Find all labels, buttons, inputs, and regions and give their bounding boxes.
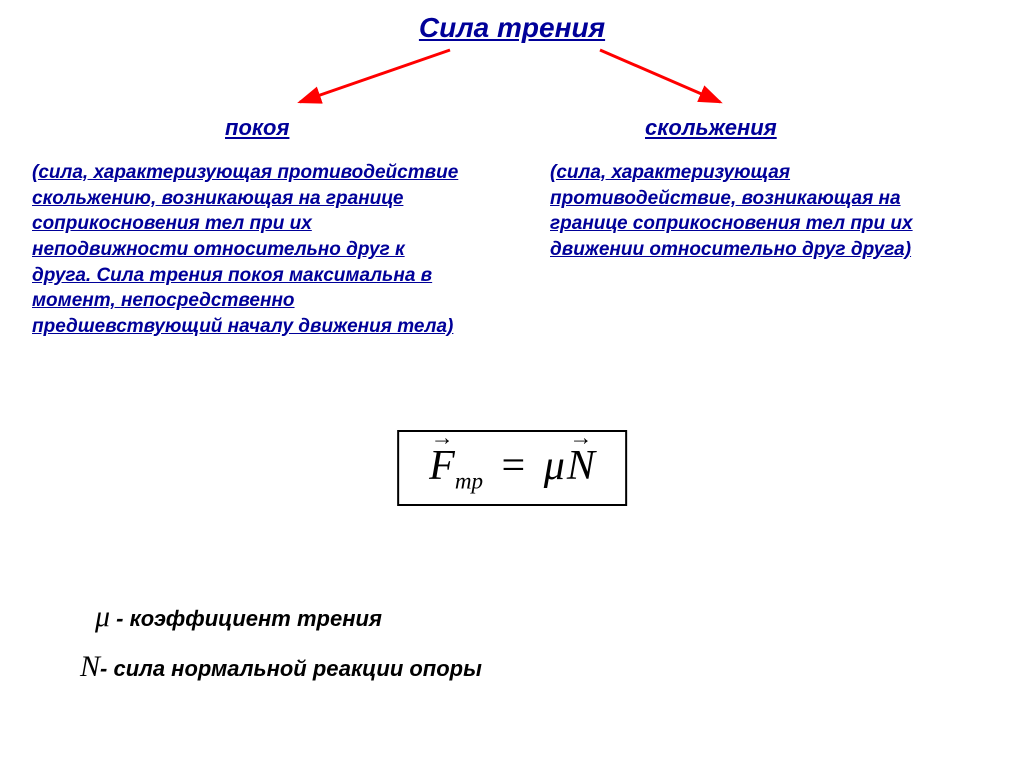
- arrow-right-line: [600, 50, 720, 102]
- legend-mu-symbol: μ: [95, 600, 110, 633]
- desc-right: (сила, характеризующая противодействие, …: [550, 160, 980, 263]
- formula-equals: =: [494, 443, 534, 489]
- arrow-left-line: [300, 50, 450, 102]
- formula-N: → N: [567, 442, 595, 490]
- subheading-right: скольжения: [645, 115, 777, 141]
- page-title: Сила трения: [419, 12, 605, 44]
- formula-F-sub: тр: [455, 467, 483, 493]
- formula-box: → F тр = μ → N: [397, 430, 627, 506]
- formula-mu: μ: [544, 443, 565, 489]
- subheading-left: покоя: [225, 115, 289, 141]
- legend-mu-text: - коэффициент трения: [110, 606, 382, 631]
- legend-n-text: - сила нормальной реакции опоры: [100, 656, 482, 681]
- legend-mu: μ - коэффициент трения: [95, 600, 382, 634]
- formula-F: → F: [429, 442, 455, 490]
- legend-n: N- сила нормальной реакции опоры: [80, 650, 482, 684]
- desc-left: (сила, характеризующая противодействие с…: [32, 160, 462, 339]
- legend-n-symbol: N: [80, 650, 100, 683]
- formula: → F тр = μ → N: [429, 443, 595, 489]
